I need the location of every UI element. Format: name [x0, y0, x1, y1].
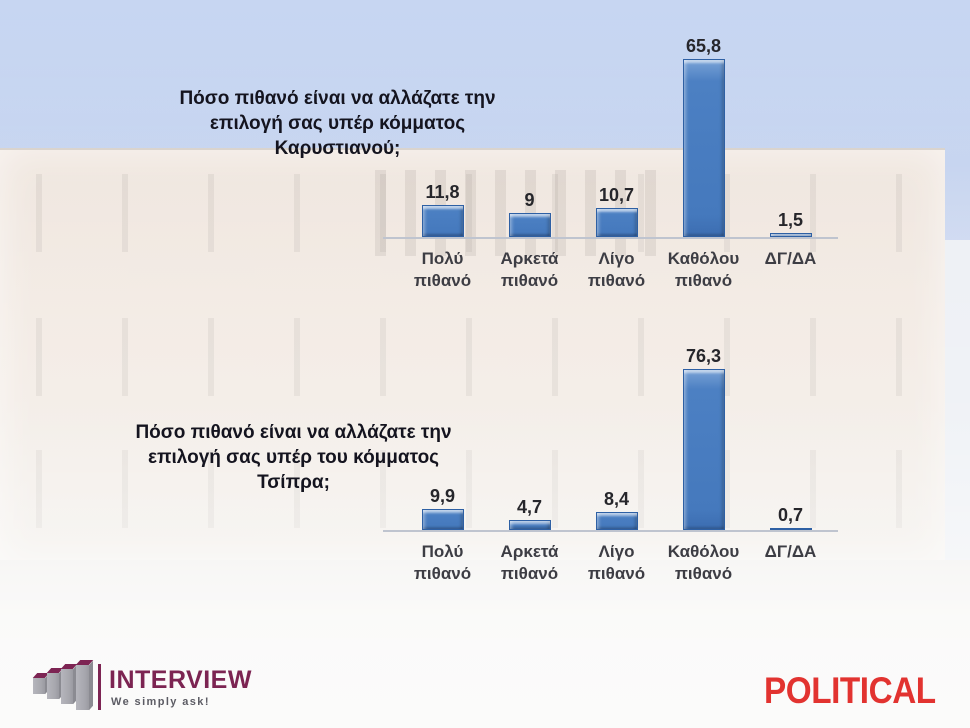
value-label: 9 — [524, 190, 535, 210]
bar-chart-icon — [47, 673, 59, 699]
value-label: 8,4 — [603, 489, 630, 509]
political-logo: POLITICAL — [764, 670, 936, 711]
interview-logo-name: INTERVIEW — [109, 666, 252, 694]
chart-title-tsipras: Πόσο πιθανό είναι να αλλάζατε την επιλογ… — [135, 422, 452, 494]
bar — [595, 512, 638, 530]
bar — [421, 509, 464, 530]
bar — [508, 213, 551, 237]
bar — [682, 369, 725, 530]
x-axis-line — [383, 237, 838, 239]
value-label: 1,5 — [777, 210, 804, 230]
category-axis: Πολύ πιθανό Αρκετά πιθανό Λίγο πιθανό Καθόλ… — [383, 532, 838, 586]
value-label: 4,7 — [516, 497, 543, 517]
bar-chart-icon — [33, 678, 45, 694]
bar-slot: 10,7 — [573, 20, 660, 237]
bar — [682, 59, 725, 237]
value-label: 65,8 — [685, 36, 722, 56]
bar-slot: 8,4 — [573, 340, 660, 530]
plot-area: 9,9 4,7 8,4 76,3 0,7 — [383, 340, 838, 530]
interview-logo: INTERVIEW We simply ask! — [26, 660, 256, 722]
x-axis-line — [383, 530, 838, 532]
category-label: Καθόλου πιθανό — [667, 542, 740, 584]
category-label: Αρκετά πιθανό — [500, 249, 559, 291]
interview-logo-tagline: We simply ask! — [111, 696, 210, 708]
bar — [769, 528, 812, 530]
plot-area: 11,8 9 10,7 65,8 1,5 — [383, 20, 838, 237]
bar-slot: 65,8 — [660, 20, 747, 237]
bar-slot: 9,9 — [399, 340, 486, 530]
value-label: 76,3 — [685, 346, 722, 366]
bar-chart-icon — [76, 665, 89, 710]
bar-chart-icon — [61, 669, 73, 704]
bar-slot: 11,8 — [399, 20, 486, 237]
bar — [508, 520, 551, 530]
category-label: Καθόλου πιθανό — [667, 249, 740, 291]
value-label: 10,7 — [598, 185, 635, 205]
logo-divider — [98, 664, 101, 710]
bar-slot: 9 — [486, 20, 573, 237]
bar-chart-karystianou: 11,8 9 10,7 65,8 1,5 Πολύ πιθανό Αρκετά πιθαν… — [383, 20, 838, 293]
category-label: ΔΓ/ΔΑ — [764, 249, 817, 268]
category-label: Λίγο πιθανό — [587, 542, 646, 584]
bar-slot: 4,7 — [486, 340, 573, 530]
bar — [421, 205, 464, 237]
category-axis: Πολύ πιθανό Αρκετά πιθανό Λίγο πιθανό Καθόλ… — [383, 239, 838, 293]
category-label: ΔΓ/ΔΑ — [764, 542, 817, 561]
bar — [769, 233, 812, 237]
bar-slot: 76,3 — [660, 340, 747, 530]
value-label: 9,9 — [429, 486, 456, 506]
bar — [595, 208, 638, 237]
category-label: Πολύ πιθανό — [413, 542, 472, 584]
bar-chart-tsipras: 9,9 4,7 8,4 76,3 0,7 Πολύ πιθανό Αρκετά πιθαν… — [383, 340, 838, 586]
category-label: Πολύ πιθανό — [413, 249, 472, 291]
category-label: Λίγο πιθανό — [587, 249, 646, 291]
value-label: 11,8 — [425, 182, 460, 202]
chart-title-karystianou: Πόσο πιθανό είναι να αλλάζατε την επιλογ… — [179, 88, 496, 160]
bar-slot: 0,7 — [747, 340, 834, 530]
bar-slot: 1,5 — [747, 20, 834, 237]
category-label: Αρκετά πιθανό — [500, 542, 559, 584]
value-label: 0,7 — [777, 505, 804, 525]
